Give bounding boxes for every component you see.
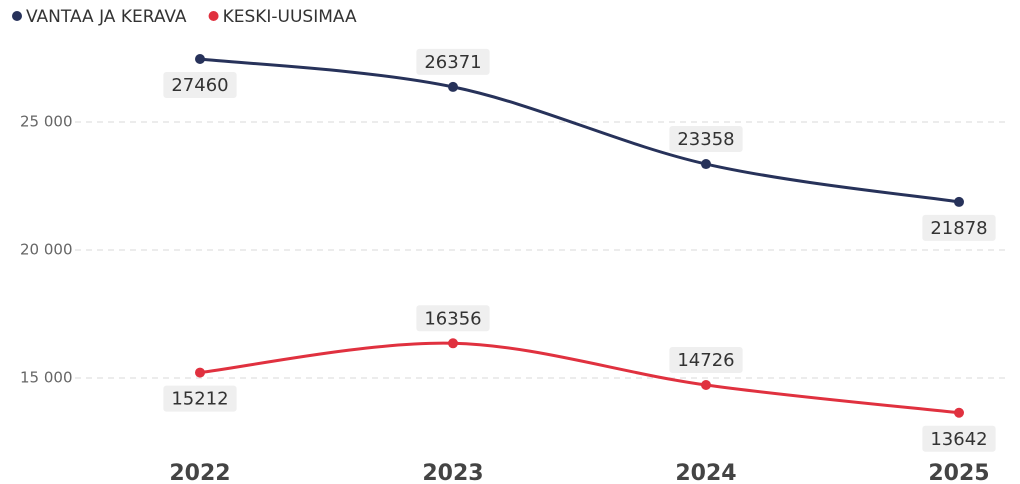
legend-marker xyxy=(12,11,22,21)
data-point xyxy=(448,81,458,92)
data-label-box xyxy=(416,305,490,332)
y-tick-label: 15 000 xyxy=(20,369,73,387)
x-tick-label: 2023 xyxy=(422,461,483,484)
y-tick-label: 20 000 xyxy=(20,241,73,259)
legend-label: KESKI-UUSIMAA xyxy=(223,7,357,27)
data-point xyxy=(954,407,964,418)
data-label: 27460 xyxy=(163,72,237,99)
data-label: 14726 xyxy=(669,347,743,374)
data-label-box xyxy=(163,72,237,99)
series-line xyxy=(199,57,960,204)
data-label: 15212 xyxy=(163,385,237,412)
data-point xyxy=(195,54,205,65)
data-label-text: 26371 xyxy=(424,52,481,73)
data-point xyxy=(954,196,964,207)
data-label-box xyxy=(922,214,996,241)
x-tick-label: 2024 xyxy=(675,461,736,484)
data-label: 13642 xyxy=(922,425,996,452)
legend-label: VANTAA JA KERAVA xyxy=(26,7,187,27)
data-label-box xyxy=(669,126,743,153)
data-point xyxy=(701,380,711,391)
data-label-text: 14726 xyxy=(677,350,734,371)
data-label-box xyxy=(669,347,743,374)
data-label-box xyxy=(163,385,237,412)
legend-marker xyxy=(208,11,219,21)
data-label: 23358 xyxy=(669,126,743,153)
data-point xyxy=(195,367,205,378)
data-label-text: 13642 xyxy=(930,429,987,450)
y-tick-label: 25 000 xyxy=(20,113,73,131)
data-label: 26371 xyxy=(416,48,490,75)
data-label-box xyxy=(922,425,996,452)
data-label: 16356 xyxy=(416,305,490,332)
data-label-box xyxy=(416,48,490,75)
x-tick-label: 2025 xyxy=(928,461,989,484)
data-label-text: 21878 xyxy=(930,218,987,239)
data-label-text: 16356 xyxy=(424,308,481,329)
x-tick-label: 2022 xyxy=(169,461,230,484)
data-label-text: 27460 xyxy=(171,75,228,96)
data-label-text: 23358 xyxy=(677,129,734,150)
data-point xyxy=(701,159,711,170)
series-line xyxy=(199,341,960,415)
data-label: 21878 xyxy=(922,214,996,241)
data-point xyxy=(448,338,458,349)
data-label-text: 15212 xyxy=(171,389,228,410)
